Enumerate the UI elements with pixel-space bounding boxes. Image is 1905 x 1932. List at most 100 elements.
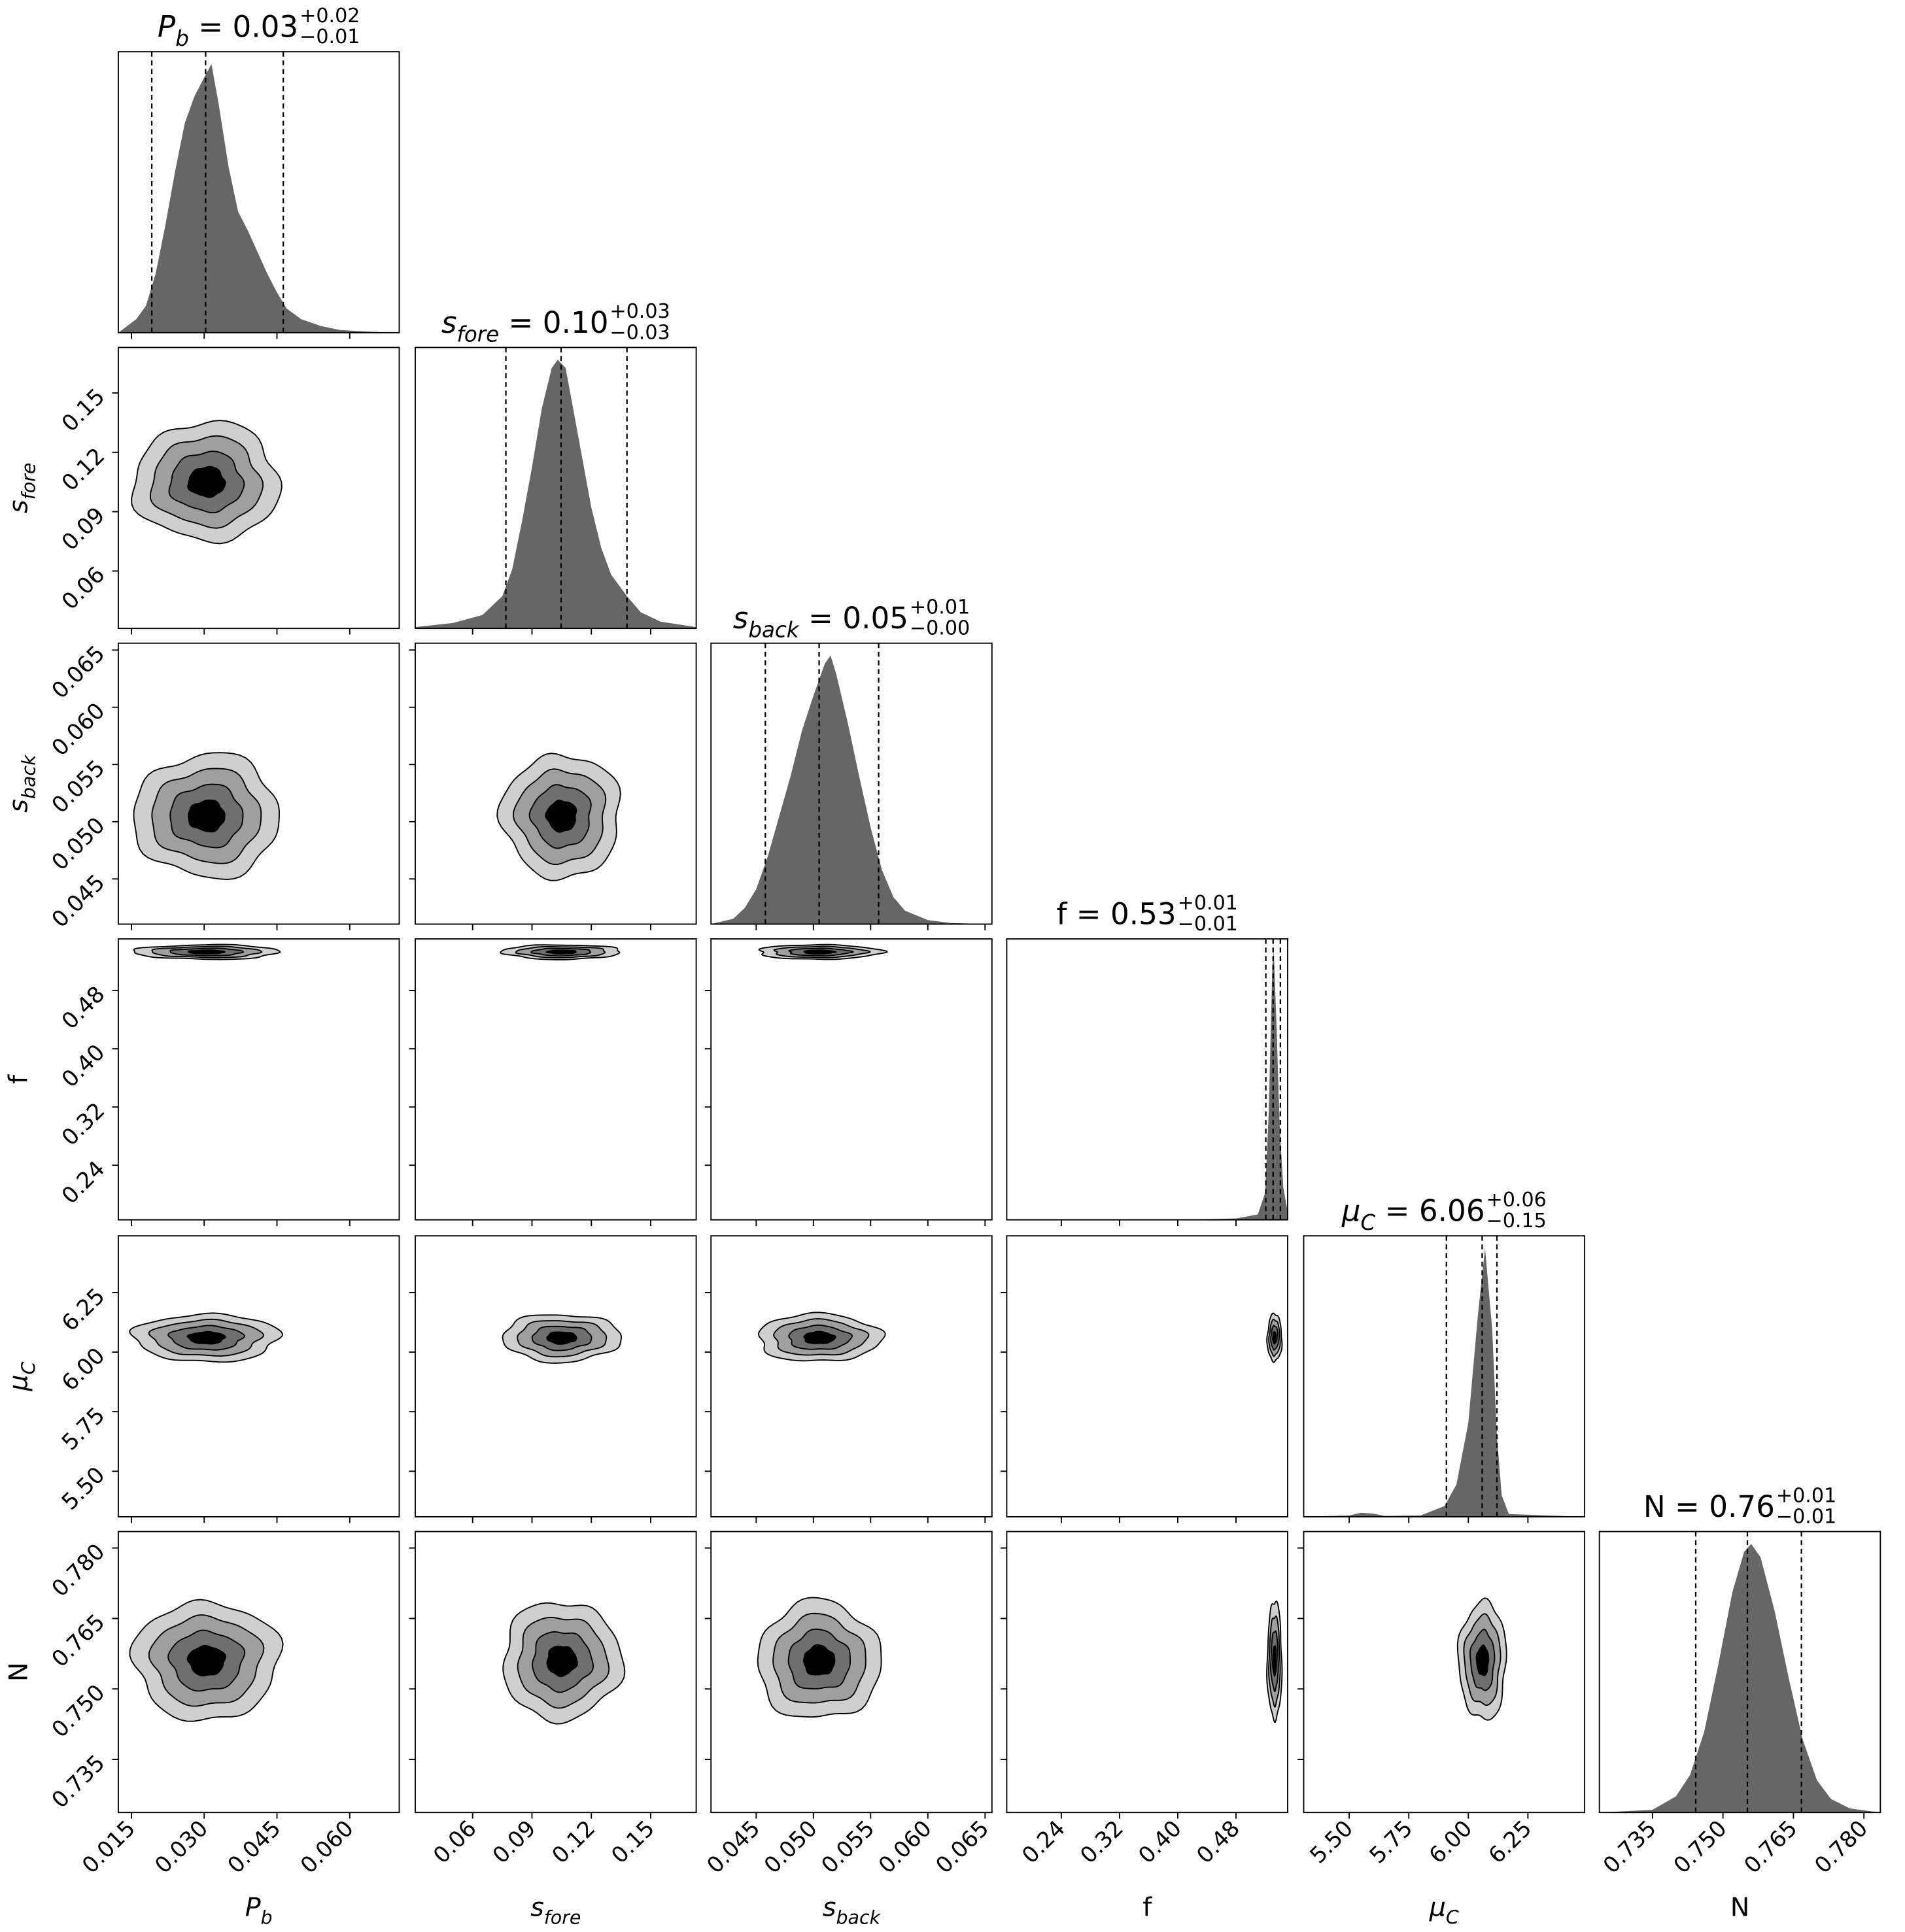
y-tick-label: 0.24 [57,1156,110,1209]
panel-content [496,753,621,881]
panel-content [499,944,621,960]
label-subscript: C [1446,1907,1459,1928]
panel-content [1599,1531,1881,1813]
y-tick-label: 5.75 [57,1402,110,1455]
label-main: μ [1341,1194,1361,1229]
x-tick-label: 0.735 [1598,1816,1661,1878]
panel-title: sfore = 0.10 +0.03−0.03 [441,300,670,347]
contour-level-0.5-sigma [1272,1645,1277,1677]
title-minus-error: −0.00 [910,617,970,640]
y-axis-label-muC: μC [3,1361,39,1391]
contour-level-0.5-sigma [1475,1644,1490,1676]
panel-frame [415,1235,697,1517]
x-tick-label: 0.060 [874,1816,936,1878]
panel-frame [415,347,697,630]
x-tick-label: 0.09 [488,1816,541,1869]
x-tick-label: 6.25 [1484,1816,1537,1869]
panel-frame [710,642,993,925]
x-tick-label: 0.48 [1192,1816,1244,1869]
title-minus-error: −0.01 [1178,913,1238,936]
x-tick-label: 0.24 [1017,1816,1070,1869]
title-text: f = 0.53 [1056,896,1176,931]
title-text: μC = 6.06 [1341,1194,1485,1236]
title-text: Pb = 0.03 [158,10,298,52]
x-tick-label: 5.50 [1305,1816,1358,1869]
panel-frame [1006,938,1288,1221]
contour-panel-Pb-f: 0.240.320.40 0.48 [57,938,400,1227]
label-subscript: fore [18,463,39,500]
contour-level-0.5-sigma [803,1330,836,1344]
title-equals: = [1666,1489,1709,1524]
panel-content [502,1314,623,1364]
histogram-panel-sback [710,642,993,930]
label-main: μ [3,1374,33,1391]
panel-frame [710,1531,993,1814]
title-text: N = 0.76 [1643,1489,1775,1524]
y-axis-label-sback: sback [3,754,39,813]
panel-content [758,943,888,960]
panel-content [129,1312,283,1363]
histogram-area [415,360,696,629]
panel-title: N = 0.76 +0.01−0.01 [1643,1484,1836,1528]
label-main: f [1056,896,1067,931]
contour-panel-f-muC [1000,1235,1288,1523]
label-main: N [3,1663,33,1682]
label-main: f [3,1074,33,1084]
label-subscript: fore [456,322,499,347]
y-tick-label: 0.06 [57,562,110,615]
x-tick-label: 0.06 [428,1816,481,1869]
label-subscript: back [836,1907,881,1928]
panel-frame [710,1235,993,1517]
contour-panel-sback-f [704,938,993,1227]
x-axis-label-sback: sback [823,1892,882,1928]
label-main: s [3,500,33,513]
y-tick-label: 5.50 [57,1462,110,1515]
panel-content [1303,1236,1585,1517]
y-tick-label: 0.32 [57,1098,110,1151]
y-tick-label: 0.15 [57,384,110,437]
x-axis-label-N: N [1730,1892,1750,1922]
panel-frame [415,1531,697,1814]
contour-panel-f-N: 0.24 0.32 0.40 0.48 [1000,1531,1288,1869]
x-tick-label: 0.030 [150,1816,213,1878]
panel-content [129,1599,284,1722]
y-tick-label: 6.25 [57,1283,110,1336]
y-tick-label: 0.12 [57,443,110,496]
title-equals: = [1375,1194,1419,1229]
label-main: s [823,1892,836,1922]
x-tick-label: 0.060 [296,1816,358,1878]
contour-level-0.5-sigma [187,466,226,498]
contour-panel-sback-muC [704,1235,993,1523]
title-value: 0.05 [842,601,908,636]
panel-content [1456,1597,1507,1721]
histogram-panel-f [1006,938,1288,1227]
panel-content [1006,939,1288,1220]
panel-frame [117,347,400,630]
x-tick-label: 0.015 [77,1816,140,1878]
histogram-panel-sfore [415,347,697,635]
title-text: sback = 0.05 [733,601,908,643]
panel-frame [117,1235,400,1517]
histogram-panel-N: 0.735 0.750 0.765 0.780 [1598,1531,1881,1878]
panel-content [415,347,696,629]
title-value: 0.10 [543,305,609,340]
x-tick-label: 0.40 [1133,1816,1186,1869]
panel-frame [1006,1531,1288,1814]
panel-content [1266,1600,1283,1723]
title-value: 0.03 [233,10,299,44]
panel-frame [1598,1531,1881,1814]
title-value: 0.53 [1110,896,1176,931]
label-subscript: back [748,618,799,643]
panel-frame [415,938,697,1221]
label-main: f [1142,1892,1152,1922]
title-text: sfore = 0.10 [441,305,609,347]
x-tick-label: 0.050 [759,1816,822,1878]
y-tick-label: 0.765 [46,1609,109,1672]
title-minus-error: −0.15 [1486,1210,1546,1232]
title-value: 6.06 [1419,1194,1485,1229]
label-subscript: fore [544,1907,581,1928]
contour-panel-sfore-muC [409,1235,697,1523]
panel-frame [415,642,697,925]
panel-frame [1303,1235,1586,1517]
